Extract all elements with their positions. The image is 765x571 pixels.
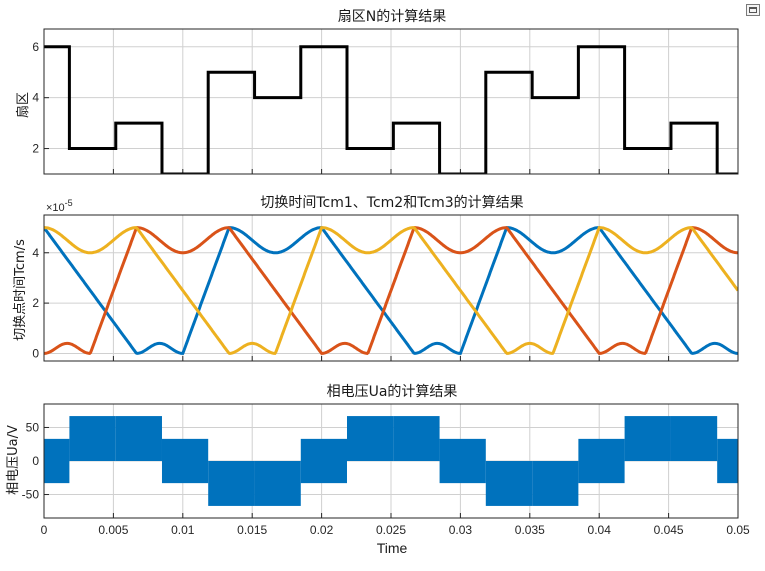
- axes-switch-times-ylabel: 切换点时间Tcm/s: [13, 239, 28, 341]
- voltage-band: [439, 438, 486, 484]
- x-tick-labels: 0 0.005 0.01 0.015 0.02 0.025 0.03 0.035 0.04 0.0…: [41, 523, 750, 537]
- x-tick-label: 0: [41, 523, 48, 537]
- x-tick-label: 0.05: [726, 523, 750, 537]
- x-tick-label: 0.005: [98, 523, 128, 537]
- y-tick-label: 6: [32, 40, 39, 54]
- y-tick-label: 4: [32, 246, 39, 260]
- voltage-band: [485, 461, 533, 506]
- voltage-band: [393, 416, 440, 461]
- y-tick-label: 2: [32, 296, 39, 310]
- y-tick-label: 0: [32, 454, 39, 468]
- axes-sector-ylabel: 扇区: [15, 92, 31, 118]
- axes-switch-times-title: 切换时间Tcm1、Tcm2和Tcm3的计算结果: [260, 194, 523, 211]
- y-tick-label: 2: [32, 142, 39, 156]
- x-tick-label: 0.025: [376, 523, 406, 537]
- plot-area: [44, 45, 738, 174]
- tcm-series-line: [44, 226, 738, 355]
- voltage-band: [208, 461, 255, 506]
- figure-toolbar-icon[interactable]: [746, 4, 760, 16]
- sector-line: [44, 45, 738, 174]
- axes-frame: [43, 403, 739, 519]
- x-tick-label: 0.035: [515, 523, 545, 537]
- voltage-band: [624, 416, 671, 461]
- x-tick-label: 0.03: [449, 523, 473, 537]
- tcm-series-line: [44, 226, 738, 355]
- y-tick-label: -50: [22, 488, 40, 502]
- y-tick-label: 0: [32, 346, 39, 360]
- voltage-band: [254, 461, 301, 506]
- axes-frame: [43, 214, 739, 362]
- axes-phase-voltage-title: 相电压Ua的计算结果: [327, 384, 458, 400]
- voltage-band: [717, 438, 738, 484]
- x-tick-label: 0.045: [654, 523, 684, 537]
- axes-frame: [43, 28, 739, 175]
- plot-area: [44, 416, 738, 506]
- tcm-series-line: [44, 226, 738, 355]
- axes-sector-title: 扇区N的计算结果: [338, 9, 446, 25]
- y-tick-label: 4: [32, 91, 39, 105]
- axes-switch-times: 0 2 4: [32, 214, 739, 362]
- voltage-band: [670, 416, 718, 461]
- y-tick-label: 50: [26, 420, 40, 434]
- voltage-band: [532, 461, 579, 506]
- voltage-band: [347, 416, 394, 461]
- voltage-band: [300, 438, 348, 484]
- voltage-band: [44, 438, 70, 484]
- voltage-band: [161, 438, 209, 484]
- voltage-band: [69, 416, 116, 461]
- x-axis-label: Time: [377, 540, 408, 556]
- axes-switch-times-exponent: ×10-5: [46, 198, 73, 214]
- x-tick-label: 0.015: [237, 523, 267, 537]
- voltage-band: [115, 416, 162, 461]
- voltage-band: [578, 438, 625, 484]
- plot-area: [44, 226, 738, 355]
- x-tick-label: 0.02: [310, 523, 334, 537]
- x-tick-label: 0.01: [171, 523, 195, 537]
- axes-sector: 2 4 6: [32, 28, 739, 175]
- axes-phase-voltage-ylabel: 相电压Ua/V: [6, 425, 21, 495]
- axes-phase-voltage: -50 0 50: [22, 403, 739, 519]
- x-tick-label: 0.04: [588, 523, 612, 537]
